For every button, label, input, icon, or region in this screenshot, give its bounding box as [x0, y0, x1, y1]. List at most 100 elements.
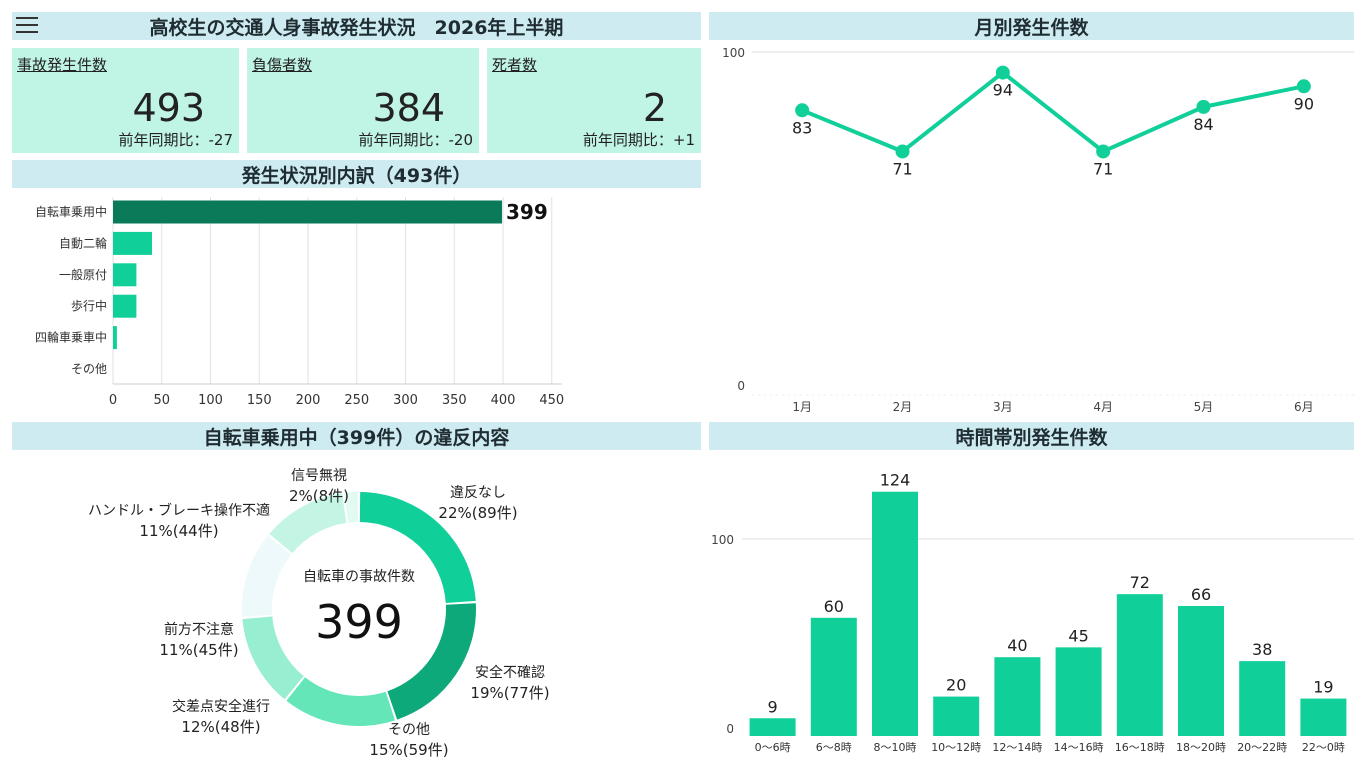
breakdown-title: 発生状況別内訳（493件）: [241, 164, 472, 187]
donut-slice: [359, 492, 476, 603]
kpi-label: 事故発生件数: [17, 56, 108, 74]
center-value: 399: [315, 595, 403, 649]
data-point: [895, 144, 910, 159]
page-title: 高校生の交通人身事故発生状況 2026年上半期: [149, 16, 564, 39]
kpi-compare: 前年同期比：-20: [358, 131, 473, 149]
hourly-title-band: 時間帯別発生件数: [709, 422, 1354, 450]
data-label: 83: [792, 118, 812, 137]
x-tick-label: 4月: [1093, 400, 1113, 414]
bar: [113, 200, 503, 224]
hamburger-menu-icon[interactable]: [16, 17, 38, 33]
bar: [1116, 594, 1163, 736]
x-tick-label: 6～8時: [816, 741, 852, 754]
category-label: 自動二輪: [59, 235, 107, 250]
category-label: 一般原付: [59, 267, 107, 282]
bar: [113, 263, 137, 287]
x-tick-label: 150: [247, 393, 272, 408]
data-label: 84: [1193, 115, 1213, 134]
donut-slice: [242, 616, 304, 700]
bar-value-label: 20: [946, 676, 966, 695]
slice-name-label: 前方不注意: [164, 621, 234, 638]
kpi-label: 負傷者数: [252, 56, 313, 74]
x-tick-label: 350: [442, 393, 467, 408]
center-label: 自転車の事故件数: [303, 568, 415, 585]
bar: [810, 617, 857, 736]
data-point: [995, 65, 1010, 80]
violations-title-band: 自転車乗用中（399件）の違反内容: [12, 422, 701, 450]
x-tick-label: 0～6時: [755, 741, 791, 754]
bar: [1239, 661, 1286, 736]
donut-slice: [344, 492, 359, 523]
x-tick-label: 450: [539, 393, 564, 408]
x-tick-label: 50: [153, 393, 170, 408]
x-tick-label: 14～16時: [1054, 741, 1104, 754]
bar-value-label: 45: [1068, 626, 1088, 645]
bar: [113, 326, 117, 350]
kpi-injured: 負傷者数 384 前年同期比：-20: [247, 48, 479, 153]
x-tick-label: 1月: [792, 400, 812, 414]
x-tick-label: 10～12時: [931, 741, 981, 754]
slice-name-label: 違反なし: [450, 485, 506, 501]
violations-title: 自転車乗用中（399件）の違反内容: [203, 426, 510, 449]
donut-slice: [387, 603, 476, 720]
y-tick-label: 0: [726, 722, 734, 736]
slice-value-label: 11%(45件): [159, 641, 238, 659]
kpi-accidents: 事故発生件数 493 前年同期比：-27: [12, 48, 239, 153]
bar-value-label: 124: [880, 471, 911, 490]
bar-value-label: 72: [1130, 573, 1150, 592]
slice-name-label: その他: [388, 722, 430, 738]
donut-slice: [269, 493, 347, 554]
bar-value-label: 399: [506, 200, 548, 224]
x-tick-label: 0: [109, 393, 117, 408]
slice-name-label: 信号無視: [291, 468, 347, 484]
slice-name-label: 交差点安全進行: [172, 698, 270, 715]
slice-value-label: 11%(44件): [139, 522, 218, 540]
x-tick-label: 200: [296, 393, 321, 408]
monthly-title-band: 月別発生件数: [709, 12, 1354, 40]
series-line: [801, 70, 1305, 154]
data-point: [795, 103, 810, 118]
y-tick-label: 0: [737, 379, 745, 393]
x-tick-label: 5月: [1194, 400, 1214, 414]
y-tick-label: 100: [722, 46, 745, 60]
bar-value-label: 38: [1252, 640, 1272, 659]
data-label: 71: [1093, 159, 1113, 178]
x-tick-label: 400: [491, 393, 516, 408]
data-point: [1096, 144, 1111, 159]
kpi-compare: 前年同期比：+1: [582, 131, 695, 149]
kpi-compare: 前年同期比：-27: [118, 131, 233, 149]
category-label: 四輪車乗車中: [35, 330, 107, 345]
data-label: 90: [1294, 94, 1314, 113]
kpi-label: 死者数: [492, 56, 538, 74]
bar: [872, 491, 918, 736]
x-tick-label: 100: [198, 393, 223, 408]
bar-value-label: 66: [1191, 585, 1211, 604]
data-point: [1196, 99, 1211, 114]
y-tick-label: 100: [711, 533, 734, 547]
slice-value-label: 15%(59件): [369, 741, 448, 759]
kpi-deaths: 死者数 2 前年同期比：+1: [487, 48, 701, 153]
bar: [113, 294, 137, 318]
data-point: [1296, 79, 1311, 94]
x-tick-label: 2月: [893, 400, 913, 414]
bar: [749, 718, 796, 736]
donut-slice: [286, 677, 395, 727]
slice-value-label: 22%(89件): [438, 504, 517, 522]
hourly-title: 時間帯別発生件数: [955, 426, 1108, 449]
bar-value-label: 9: [768, 697, 778, 716]
bar-value-label: 40: [1007, 636, 1027, 655]
kpi-value: 384: [372, 86, 445, 130]
monthly-title: 月別発生件数: [974, 16, 1089, 39]
x-tick-label: 6月: [1294, 400, 1314, 414]
category-label: 歩行中: [71, 298, 107, 313]
x-tick-label: 22～0時: [1302, 741, 1345, 754]
x-tick-label: 18～20時: [1176, 741, 1226, 754]
dashboard-title-band: 高校生の交通人身事故発生状況 2026年上半期: [12, 12, 701, 40]
x-tick-label: 300: [393, 393, 418, 408]
data-label: 94: [993, 81, 1013, 100]
slice-value-label: 12%(48件): [181, 718, 260, 736]
